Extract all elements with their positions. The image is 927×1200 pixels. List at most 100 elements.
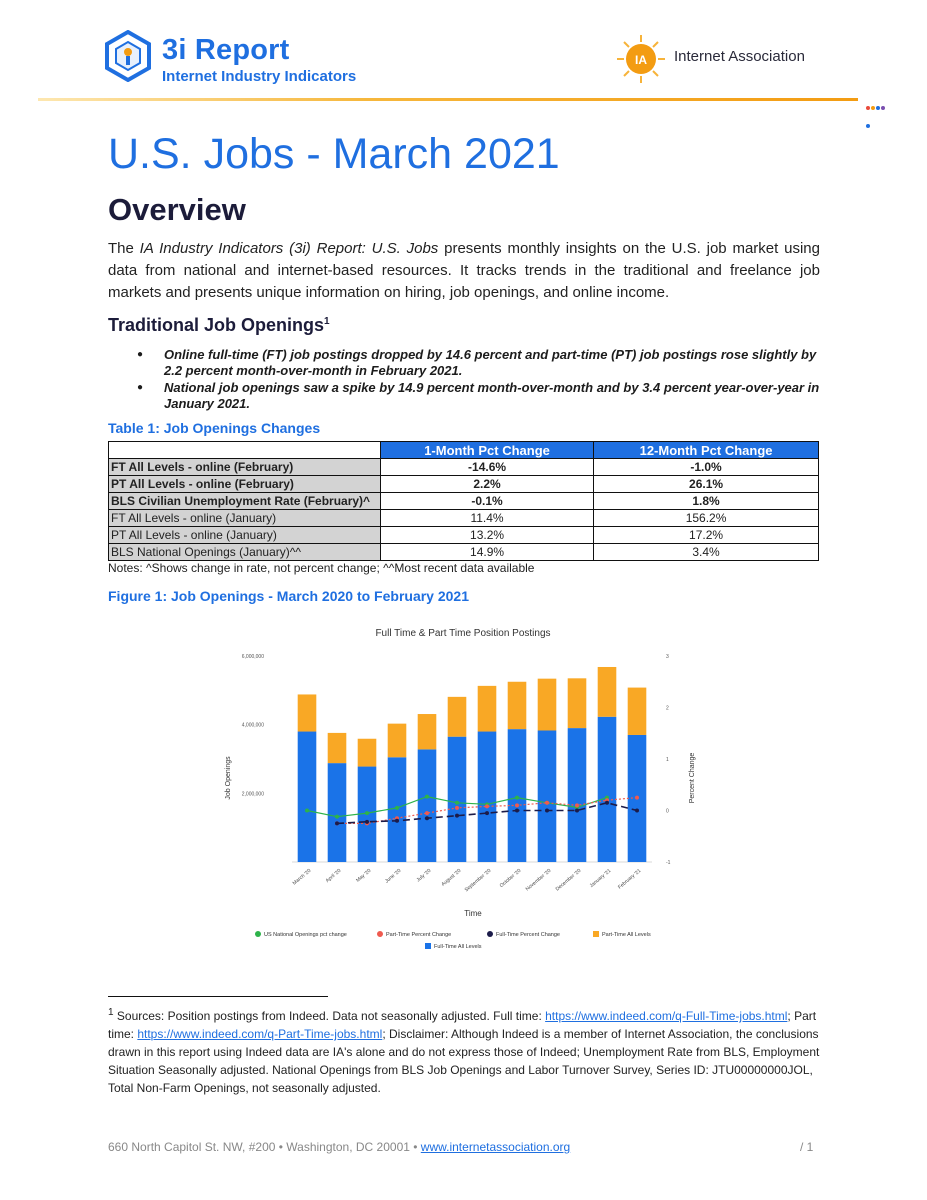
- bullet-list: Online full-time (FT) job postings dropp…: [137, 347, 820, 413]
- chart-bar-fulltime: [477, 731, 497, 862]
- job-openings-chart: Full Time & Part Time Position Postings …: [225, 628, 696, 950]
- chart-point: [485, 804, 489, 809]
- chart-x-tick: October '20: [499, 868, 523, 889]
- chart-y2-tick: 2: [666, 706, 669, 712]
- bullet-item: National job openings saw a spike by 14.…: [137, 380, 820, 412]
- chart-bar-fulltime: [597, 716, 617, 862]
- chart-y-tick: 2,000,000: [242, 791, 264, 797]
- chart-point: [545, 808, 549, 813]
- table-header-blank: [108, 441, 381, 459]
- chart-point: [455, 800, 459, 805]
- chart-bar-parttime: [597, 666, 617, 717]
- table-row: BLS Civilian Unemployment Rate (February…: [108, 492, 819, 510]
- chart-legend-label: Full-Time All Levels: [434, 944, 482, 950]
- part-time-link[interactable]: https://www.indeed.com/q-Part-Time-jobs.…: [137, 1027, 383, 1041]
- table-cell: 3.4%: [593, 543, 819, 561]
- chart-legend-swatch: [377, 931, 383, 937]
- footnote-text: Sources: Position postings from Indeed. …: [113, 1009, 546, 1023]
- chart-y2-label: Percent Change: [689, 753, 696, 804]
- chart-legend-swatch: [593, 931, 599, 937]
- chart-x-tick: April '20: [325, 868, 343, 884]
- header-dot: [866, 124, 870, 128]
- chart-series-line: [336, 801, 638, 825]
- table-cell: 26.1%: [593, 475, 819, 493]
- logo-subtitle: Internet Industry Indicators: [162, 68, 357, 85]
- table-header-row: 1-Month Pct Change 12-Month Pct Change: [108, 441, 819, 459]
- chart-y2-tick: 3: [666, 654, 669, 660]
- chart-x-tick: March '20: [292, 868, 313, 887]
- website-link[interactable]: www.internetassociation.org: [420, 1140, 571, 1154]
- chart-y2-tick: -1: [666, 860, 671, 866]
- chart-point: [455, 813, 459, 818]
- chart-bar-parttime: [567, 678, 587, 729]
- header-dots: [866, 97, 890, 128]
- table-cell: 1.8%: [593, 492, 819, 510]
- chart-x-label: Time: [464, 909, 482, 918]
- chart-bar-fulltime: [417, 749, 437, 862]
- footnote-mark: 1: [108, 1007, 114, 1018]
- footer-address-text: 660 North Capitol St. NW, #200 • Washing…: [108, 1140, 421, 1154]
- chart-bar-fulltime: [567, 728, 587, 862]
- 3i-report-logo: 3i Report Internet Industry Indicators: [104, 30, 394, 90]
- chart-bar-fulltime: [447, 736, 467, 862]
- table-row: PT All Levels - online (February) 2.2% 2…: [108, 475, 819, 493]
- chart-x-tick: May '20: [355, 868, 372, 884]
- chart-legend-label: Part-Time Percent Change: [386, 932, 451, 938]
- full-time-link[interactable]: https://www.indeed.com/q-Full-Time-jobs.…: [545, 1009, 788, 1023]
- table-cell-label: FT All Levels - online (February): [108, 458, 381, 476]
- ia-mark: IA: [635, 53, 647, 67]
- chart-point: [425, 811, 429, 816]
- table-cell: 2.2%: [379, 475, 595, 493]
- chart-x-tick: June '20: [384, 868, 402, 885]
- chart-bar-parttime: [357, 738, 377, 767]
- page-number: / 1: [800, 1140, 814, 1154]
- chart-y-label: Job Openings: [225, 756, 232, 800]
- chart-point: [545, 800, 549, 805]
- table-row: BLS National Openings (January)^^ 14.9% …: [108, 543, 819, 561]
- table-header: 1-Month Pct Change: [379, 441, 595, 459]
- table-cell: 17.2%: [593, 526, 819, 544]
- hexagon-logo-icon: [105, 30, 151, 82]
- chart-legend-label: US National Openings pct change: [264, 932, 347, 938]
- chart-x-tick: July '20: [416, 868, 433, 884]
- chart-point: [395, 818, 399, 823]
- chart-point: [635, 795, 639, 800]
- table-caption: Table 1: Job Openings Changes: [108, 420, 321, 436]
- page-title: U.S. Jobs - March 2021: [108, 130, 560, 178]
- overview-heading: Overview: [108, 192, 246, 227]
- chart-bar-fulltime: [537, 730, 557, 862]
- intro-report-name: IA Industry Indicators (3i) Report: U.S.…: [139, 240, 439, 257]
- chart-point: [305, 808, 309, 813]
- chart-y2-tick: 1: [666, 757, 669, 763]
- footnote-text: ; Part time:: [108, 1009, 817, 1041]
- chart-x-tick: September '20: [464, 868, 493, 894]
- chart-point: [335, 821, 339, 826]
- intro-post: presents monthly insights on the U.S. jo…: [108, 240, 820, 301]
- header-dot: [871, 106, 875, 110]
- chart-point: [425, 816, 429, 821]
- table-header: 12-Month Pct Change: [593, 441, 819, 459]
- job-openings-table: 1-Month Pct Change 12-Month Pct Change F…: [108, 441, 819, 561]
- chart-x-tick: November '20: [525, 868, 553, 893]
- table-cell: -1.0%: [593, 458, 819, 476]
- table-notes: Notes: ^Shows change in rate, not percen…: [108, 561, 535, 575]
- chart-point: [515, 803, 519, 808]
- table-cell: 13.2%: [379, 526, 595, 544]
- chart-point: [425, 794, 429, 799]
- table-cell: -14.6%: [379, 458, 595, 476]
- figure-caption: Figure 1: Job Openings - March 2020 to F…: [108, 588, 469, 604]
- chart-x-tick: December '20: [555, 868, 583, 893]
- footer-address: 660 North Capitol St. NW, #200 • Washing…: [108, 1140, 570, 1154]
- chart-point: [635, 808, 639, 813]
- chart-bar-parttime: [327, 732, 347, 764]
- chart-y2-tick: 0: [666, 809, 669, 815]
- footnote: 1 Sources: Position postings from Indeed…: [108, 1004, 820, 1097]
- section-heading: Traditional Job Openings1: [108, 315, 330, 336]
- section-heading-text: Traditional Job Openings: [108, 315, 325, 335]
- chart-bar-parttime: [447, 696, 467, 737]
- bullet-item: Online full-time (FT) job postings dropp…: [137, 347, 820, 379]
- chart-y-tick: 4,000,000: [242, 723, 264, 729]
- chart-legend-label: Full-Time Percent Change: [496, 932, 560, 938]
- chart-bar-parttime: [627, 687, 647, 735]
- chart-x-tick: January '21: [589, 868, 613, 889]
